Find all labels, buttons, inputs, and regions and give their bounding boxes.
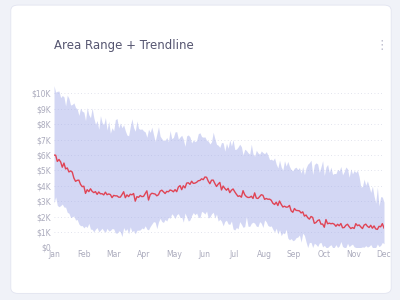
FancyBboxPatch shape xyxy=(11,5,391,293)
Text: ⋮: ⋮ xyxy=(376,40,388,52)
Text: Area Range + Trendline: Area Range + Trendline xyxy=(54,40,194,52)
